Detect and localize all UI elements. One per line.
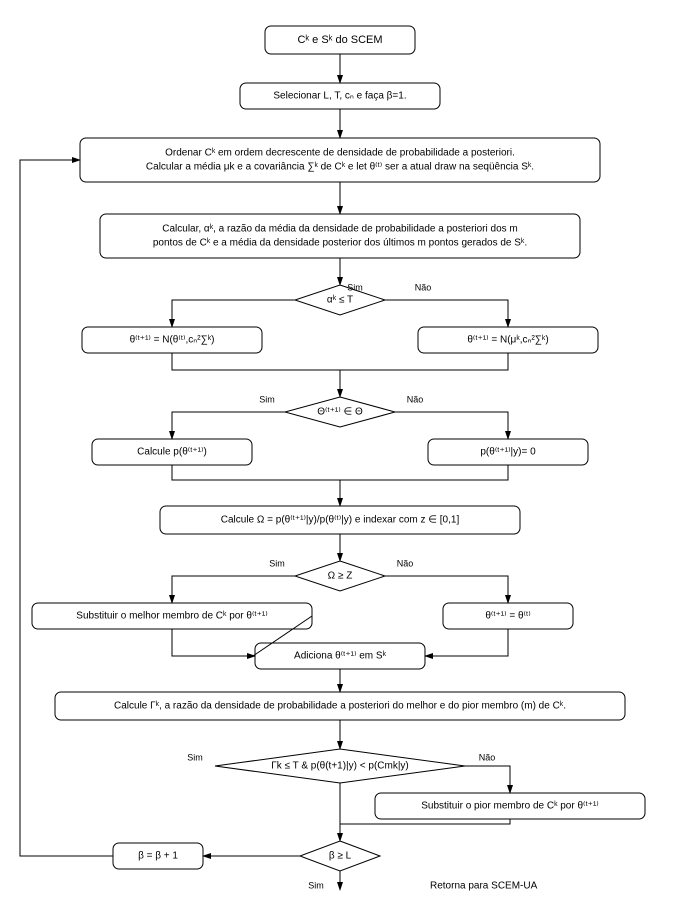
edge xyxy=(172,353,340,370)
edge xyxy=(172,300,295,327)
node-add-s-label: Adiciona θ⁽ᵗ⁺¹⁾ em Sᵏ xyxy=(294,651,387,662)
label-sim: Sim xyxy=(347,282,363,292)
node-order xyxy=(80,138,600,182)
decision-omega-label: Ω ≥ Z xyxy=(328,571,353,582)
edge xyxy=(172,412,285,439)
edge xyxy=(385,576,508,603)
node-calc-alpha xyxy=(100,214,580,258)
edge xyxy=(465,766,510,793)
label-nao: Não xyxy=(407,394,424,404)
node-sub-best-label: Substituir o melhor membro de Cᵏ por θ⁽ᵗ… xyxy=(76,611,267,622)
label-sim: Sim xyxy=(187,752,203,762)
label-sim: Sim xyxy=(259,394,275,404)
label-sim: Sim xyxy=(269,558,285,568)
node-theta-right-label: θ⁽ᵗ⁺¹⁾ = N(μᵏ,cₙ²∑ᵏ) xyxy=(467,335,548,346)
decision-gamma-label: Γk ≤ T & p(θ(t+1)|y) < p(Cmk|y) xyxy=(271,761,409,772)
node-theta-eq-label: θ⁽ᵗ⁺¹⁾ = θ⁽ᵗ⁾ xyxy=(485,611,530,622)
edge xyxy=(340,465,508,480)
label-nao: Não xyxy=(397,558,414,568)
node-sub-worst-label: Substituir o pior membro de Cᵏ por θ⁽ᵗ⁺¹… xyxy=(421,801,599,812)
label-nao: Não xyxy=(415,282,432,292)
return-label: Retorna para SCEM-UA xyxy=(430,881,538,892)
edge xyxy=(340,353,508,370)
decision-theta-label: Θ⁽ᵗ⁺¹⁾ ∈ Θ xyxy=(317,407,363,418)
node-calc-p-label: Calcule p(θ⁽ᵗ⁺¹⁾) xyxy=(137,447,207,458)
label-nao: Não xyxy=(479,752,496,762)
node-theta-left-label: θ⁽ᵗ⁺¹⁾ = N(θ⁽ᵗ⁾,cₙ²∑ᵏ) xyxy=(130,335,215,346)
edge xyxy=(395,412,508,439)
svg-text:Ordenar Cᵏ em ordem decrescent: Ordenar Cᵏ em ordem decrescente de densi… xyxy=(165,148,515,159)
edge xyxy=(172,465,340,480)
svg-text:Calcular, αᵏ, a razão da média: Calcular, αᵏ, a razão da média da densid… xyxy=(162,224,518,235)
node-p-zero-label: p(θ⁽ᵗ⁺¹⁾|y)= 0 xyxy=(480,447,536,458)
decision-alpha-label: αᵏ ≤ T xyxy=(327,295,353,306)
decision-beta-label: β ≥ L xyxy=(329,851,352,862)
edge xyxy=(340,819,510,824)
node-gamma-label: Calcule Γᵏ, a razão da densidade de prob… xyxy=(114,701,566,712)
edge xyxy=(385,300,508,327)
label-sim: Sim xyxy=(308,880,324,890)
node-omega-label: Calcule Ω = p(θ⁽ᵗ⁺¹⁾|y)/p(θ⁽ᵗ⁾|y) e inde… xyxy=(221,515,460,526)
svg-text:Calcular a média μk e a covari: Calcular a média μk e a covariância ∑ᵏ d… xyxy=(146,162,534,173)
node-beta-inc-label: β = β + 1 xyxy=(138,851,178,862)
edge xyxy=(172,629,255,656)
node-select-label: Selecionar L, T, cₙ e faça β=1. xyxy=(273,91,406,102)
edge xyxy=(425,629,508,656)
edge xyxy=(172,576,295,603)
node-start-label: Cᵏ e Sᵏ do SCEM xyxy=(297,34,382,46)
edge xyxy=(20,160,113,856)
svg-text:pontos de Cᵏ e a média da dens: pontos de Cᵏ e a média da densidade post… xyxy=(153,238,527,249)
